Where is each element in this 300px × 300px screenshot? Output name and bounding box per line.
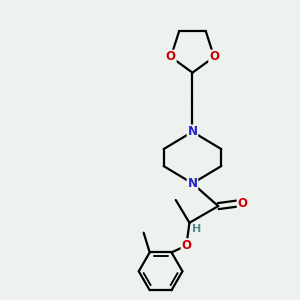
Text: N: N xyxy=(188,125,197,138)
Text: O: O xyxy=(182,239,191,252)
Text: O: O xyxy=(166,50,176,64)
Text: H: H xyxy=(192,224,202,235)
Text: O: O xyxy=(238,196,248,210)
Text: O: O xyxy=(209,50,219,64)
Text: N: N xyxy=(188,177,197,190)
